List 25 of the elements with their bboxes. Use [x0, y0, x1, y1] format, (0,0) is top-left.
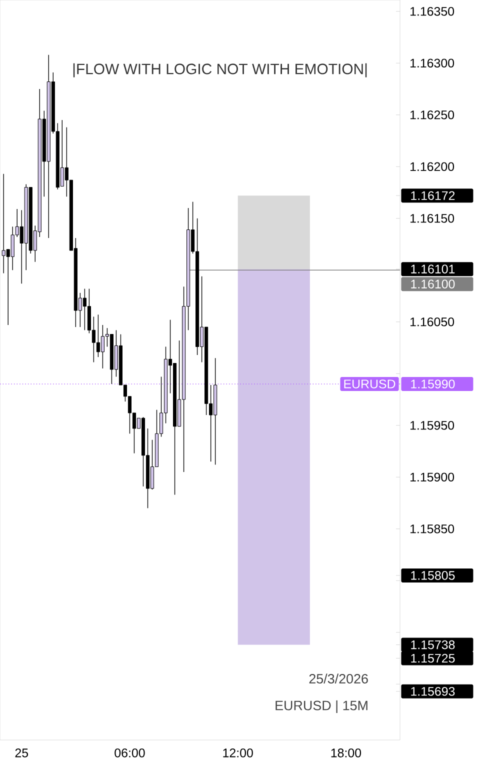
y-tick-label: 1.16050 — [410, 317, 454, 326]
x-tick-label: 25 — [15, 748, 28, 758]
ref-line-label: 1.16100 — [411, 280, 455, 288]
ref-line-label: EURUSD — [344, 380, 396, 388]
x-tick-label: 06:00 — [114, 748, 145, 758]
annotation: EURUSD | 15M — [276, 700, 368, 713]
y-tick-label: 1.16300 — [410, 58, 454, 68]
y-tick-label: 1.16250 — [410, 110, 454, 120]
y-tick-label: 1.15805 — [411, 571, 455, 580]
y-tick-label: 1.16101 — [411, 264, 455, 274]
x-tick-label: 18:00 — [331, 748, 362, 758]
y-tick-label: 1.16350 — [410, 6, 454, 16]
y-tick-label: 1.16200 — [410, 162, 454, 172]
y-tick-label: 1.15950 — [410, 420, 454, 430]
x-tick-label: 12:00 — [223, 748, 253, 758]
y-tick-label: 1.16172 — [411, 191, 455, 200]
y-tick-label: 1.16150 — [410, 214, 454, 223]
y-tick-label: 1.15990 — [411, 380, 455, 388]
y-tick-label: 1.15725 — [411, 654, 455, 663]
y-tick-label: 1.15850 — [410, 524, 454, 534]
y-tick-label: 1.15738 — [411, 640, 455, 650]
annotation: 25/3/2026 — [309, 674, 368, 684]
y-tick-label: 1.15900 — [410, 472, 454, 482]
y-tick-label: 1.15693 — [411, 686, 455, 696]
text: |FLOW WITH LOGIC NOT WITH EMOTION| — [73, 63, 367, 78]
